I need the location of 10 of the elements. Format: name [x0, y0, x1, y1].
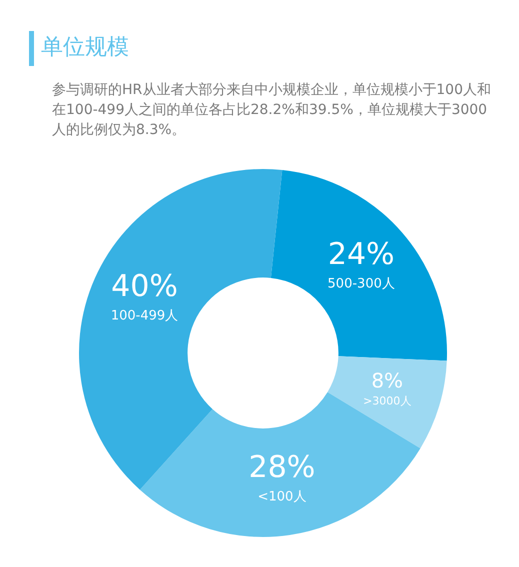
slice-label: 100-499人: [110, 308, 178, 324]
data-label: 28%: [248, 450, 316, 486]
slice-label: <100人: [258, 490, 306, 505]
data-label: 8%: [371, 368, 404, 393]
data-label: 24%: [328, 237, 395, 272]
slice-label: >3000人: [363, 394, 412, 408]
slice-label: 500-300人: [328, 276, 395, 292]
chart-title: 单位规模: [41, 34, 129, 62]
data-label: 40%: [111, 269, 178, 304]
chart-subtitle: 参与调研的HR从业者大部分来自中小规模企业，单位规模小于100人和在100-499人之间的单位各占比28.2%和39.5%，单位规模大于3000人的比例仅为8.3%。: [52, 81, 492, 140]
